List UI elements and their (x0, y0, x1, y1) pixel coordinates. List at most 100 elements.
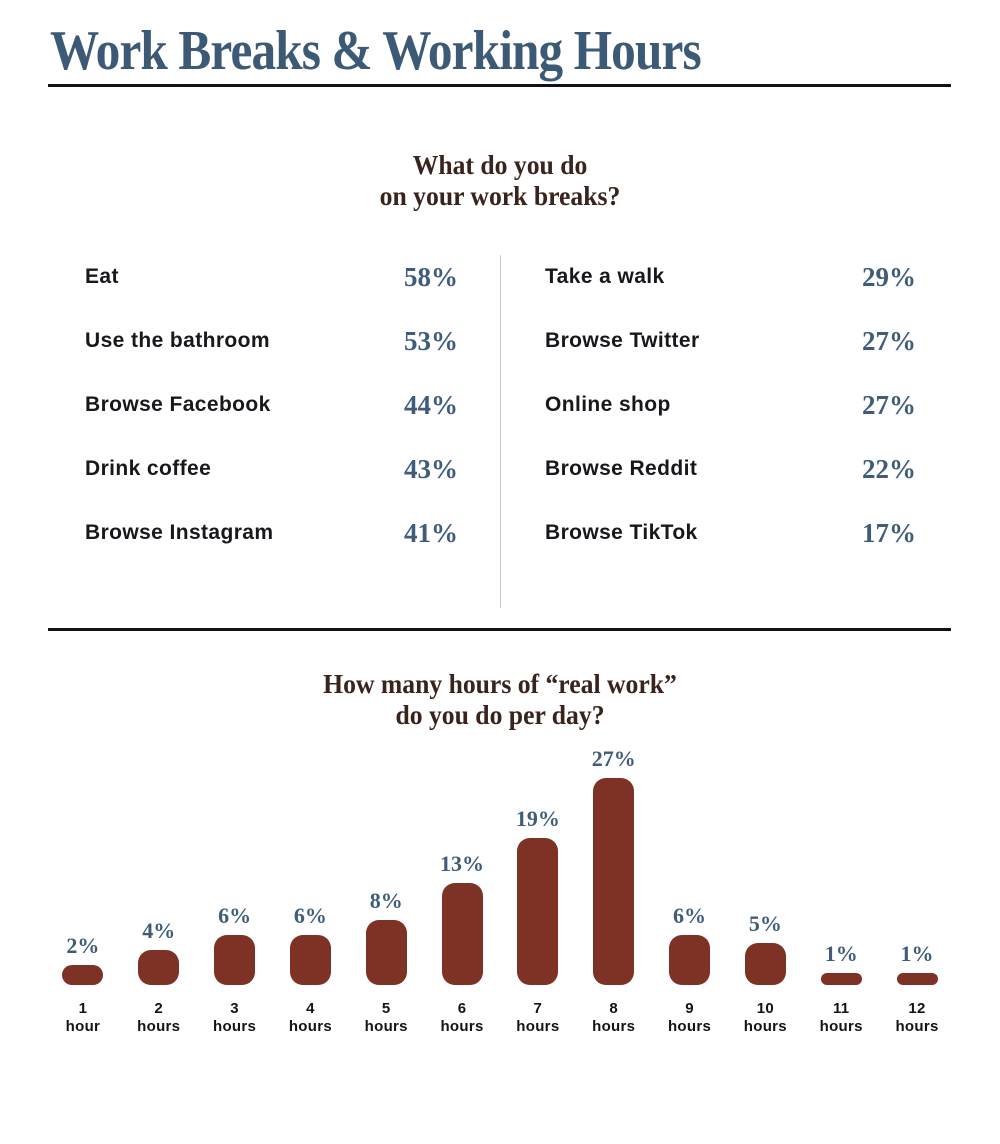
breaks-list-left-column: Eat 58% Use the bathroom 53% Browse Facebook… (85, 245, 458, 565)
x-label-number: 6 (457, 1000, 467, 1017)
hours-heading-line-2: do you do per day? (395, 700, 605, 730)
chart-column: 19% (500, 745, 576, 985)
x-label-unit: hours (895, 1018, 939, 1035)
x-label-unit: hours (364, 1018, 408, 1035)
x-axis-category-label: 12 hours (879, 1000, 955, 1036)
x-axis-category-label: 10 hours (727, 1000, 803, 1036)
x-axis-category-label: 9 hours (652, 1000, 728, 1036)
breaks-heading-line-1: What do you do (412, 150, 588, 180)
x-label-number: 4 (306, 1000, 315, 1017)
x-label-unit: hours (137, 1018, 181, 1035)
break-activity-percentage: 41% (404, 517, 458, 548)
break-activity-percentage: 44% (404, 389, 458, 420)
hours-chart-heading: How many hours of “real work” do you do … (25, 669, 975, 731)
x-label-unit: hours (592, 1018, 636, 1035)
break-activity-percentage: 27% (862, 325, 916, 356)
break-activity-percentage: 22% (862, 453, 916, 484)
x-label-unit: hours (212, 1018, 257, 1035)
bar-value-label: 13% (440, 850, 485, 876)
x-label-number: 5 (381, 1000, 391, 1017)
break-activity-percentage: 53% (404, 325, 458, 356)
bar-value-label: 2% (66, 933, 100, 958)
bar (289, 935, 331, 985)
x-label-number: 10 (756, 1000, 775, 1017)
bar (214, 935, 256, 985)
x-label-number: 3 (230, 1000, 239, 1017)
x-label-unit: hours (743, 1018, 787, 1035)
break-activity-label: Browse Instagram (85, 521, 274, 544)
x-label-unit: hours (440, 1018, 484, 1035)
break-activity-label: Browse Reddit (545, 457, 698, 480)
break-activity-percentage: 58% (404, 261, 458, 292)
break-activity-row: Browse Twitter 27% (545, 309, 916, 373)
title-underline-rule (48, 84, 951, 87)
bar (365, 920, 407, 985)
break-activity-label: Browse TikTok (545, 521, 698, 544)
chart-column: 27% (576, 745, 652, 985)
chart-column: 5% (727, 745, 803, 985)
x-axis-category-label: 7 hours (500, 1000, 576, 1036)
x-axis-category-label: 1 hour (45, 1000, 121, 1036)
bar (62, 965, 104, 985)
bar-value-label: 19% (515, 805, 560, 831)
bar (593, 777, 635, 985)
x-label-unit: hours (819, 1018, 863, 1035)
bar (744, 942, 786, 985)
breaks-section-heading: What do you do on your work breaks? (25, 150, 975, 212)
bar (517, 837, 559, 985)
x-label-number: 12 (908, 1000, 926, 1017)
break-activity-percentage: 29% (862, 261, 916, 292)
breaks-heading-line-2: on your work breaks? (379, 181, 621, 211)
x-axis-category-label: 6 hours (424, 1000, 500, 1036)
chart-column: 6% (652, 745, 728, 985)
break-activity-row: Browse Reddit 22% (545, 437, 916, 501)
bar-value-label: 27% (591, 745, 636, 771)
chart-column: 4% (121, 745, 197, 985)
break-activity-label: Eat (85, 265, 119, 288)
bar (441, 882, 483, 985)
x-axis-category-label: 3 hours (197, 1000, 273, 1036)
bar (820, 972, 862, 985)
x-label-unit: hours (288, 1018, 332, 1035)
hours-chart-x-axis-labels: 1 hour 2 hours 3 hours 4 hours 5 hours 6 hours 7 hour… (45, 1000, 955, 1036)
break-activity-percentage: 27% (862, 389, 916, 420)
bar-value-label: 1% (900, 940, 934, 966)
bar-value-label: 5% (748, 910, 782, 936)
break-activity-row: Take a walk 29% (545, 245, 916, 309)
x-label-unit: hour (65, 1018, 101, 1035)
break-activity-row: Drink coffee 43% (85, 437, 458, 501)
break-activity-row: Online shop 27% (545, 373, 916, 437)
bar-value-label: 6% (673, 903, 707, 928)
break-activity-row: Eat 58% (85, 245, 458, 309)
break-activity-percentage: 43% (404, 453, 458, 484)
x-axis-category-label: 8 hours (576, 1000, 652, 1036)
break-activity-row: Browse Facebook 44% (85, 373, 458, 437)
bar-value-label: 4% (142, 918, 176, 943)
chart-column: 13% (424, 745, 500, 985)
x-axis-category-label: 5 hours (348, 1000, 424, 1036)
page-title: Work Breaks & Working Hours (50, 20, 702, 82)
chart-column: 6% (197, 745, 273, 985)
x-label-unit: hours (516, 1018, 560, 1035)
bar-value-label: 6% (218, 903, 252, 928)
x-label-number: 2 (154, 1000, 164, 1017)
x-label-number: 9 (685, 1000, 694, 1017)
bar-value-label: 8% (369, 888, 403, 913)
x-label-number: 11 (832, 1000, 850, 1017)
column-divider-line (500, 255, 501, 608)
hours-heading-line-1: How many hours of “real work” (323, 669, 677, 699)
x-label-number: 8 (609, 1000, 619, 1017)
break-activity-label: Browse Twitter (545, 329, 700, 352)
x-axis-category-label: 2 hours (121, 1000, 197, 1036)
x-label-number: 1 (78, 1000, 88, 1017)
chart-column: 2% (45, 745, 121, 985)
x-label-number: 7 (533, 1000, 543, 1017)
bar (669, 935, 711, 985)
break-activity-label: Online shop (545, 393, 671, 416)
break-activity-label: Drink coffee (85, 457, 212, 480)
break-activity-label: Browse Facebook (85, 393, 271, 416)
chart-column: 1% (803, 745, 879, 985)
chart-column: 8% (348, 745, 424, 985)
break-activity-row: Use the bathroom 53% (85, 309, 458, 373)
